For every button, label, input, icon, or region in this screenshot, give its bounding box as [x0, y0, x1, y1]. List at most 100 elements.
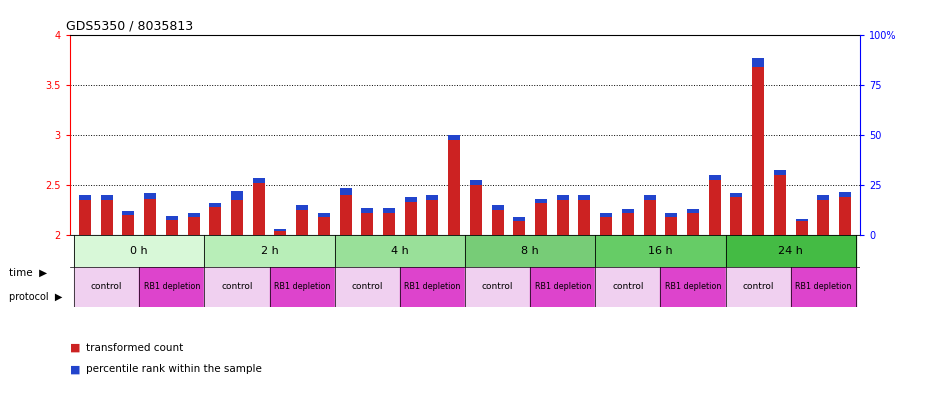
Bar	[687, 213, 699, 235]
Bar	[774, 175, 786, 235]
Text: RB1 depletion: RB1 depletion	[405, 282, 460, 291]
Bar	[578, 195, 591, 200]
Text: RB1 depletion: RB1 depletion	[274, 282, 330, 291]
Bar	[470, 180, 482, 185]
Text: control: control	[91, 282, 123, 291]
Bar	[144, 193, 156, 199]
Bar	[231, 191, 243, 200]
Bar	[725, 235, 856, 266]
Text: ■: ■	[70, 343, 80, 353]
Bar	[335, 266, 400, 307]
Text: 4 h: 4 h	[391, 246, 408, 256]
Bar	[383, 208, 395, 213]
Bar	[448, 140, 460, 235]
Bar	[274, 231, 286, 235]
Bar	[665, 213, 677, 217]
Text: protocol  ▶: protocol ▶	[9, 292, 62, 302]
Text: RB1 depletion: RB1 depletion	[665, 282, 722, 291]
Bar	[339, 188, 352, 195]
Bar	[660, 266, 725, 307]
Text: GDS5350 / 8035813: GDS5350 / 8035813	[66, 20, 193, 33]
Bar	[774, 170, 786, 175]
Text: percentile rank within the sample: percentile rank within the sample	[86, 364, 262, 375]
Text: control: control	[482, 282, 513, 291]
Text: 16 h: 16 h	[648, 246, 672, 256]
Bar	[74, 235, 205, 266]
Bar	[535, 203, 547, 235]
Bar	[335, 235, 465, 266]
Text: transformed count: transformed count	[86, 343, 184, 353]
Bar	[296, 205, 308, 210]
Bar	[665, 217, 677, 235]
Bar	[231, 200, 243, 235]
Bar	[253, 178, 265, 183]
Bar	[492, 205, 503, 210]
Bar	[817, 195, 830, 200]
Bar	[79, 195, 91, 200]
Bar	[752, 58, 764, 67]
Bar	[600, 213, 612, 217]
Bar	[205, 235, 335, 266]
Bar	[470, 185, 482, 235]
Bar	[427, 200, 438, 235]
Bar	[209, 207, 221, 235]
Bar	[405, 202, 417, 235]
Bar	[644, 195, 656, 200]
Bar	[100, 200, 113, 235]
Bar	[448, 135, 460, 140]
Bar	[752, 67, 764, 235]
Bar	[188, 213, 200, 217]
Bar	[144, 199, 156, 235]
Bar	[535, 199, 547, 203]
Bar	[318, 213, 330, 217]
Text: 2 h: 2 h	[260, 246, 278, 256]
Bar	[709, 180, 721, 235]
Bar	[600, 217, 612, 235]
Bar	[318, 217, 330, 235]
Text: 8 h: 8 h	[522, 246, 539, 256]
Bar	[790, 266, 856, 307]
Bar	[725, 266, 790, 307]
Bar	[100, 195, 113, 200]
Bar	[79, 200, 91, 235]
Bar	[492, 210, 503, 235]
Text: RB1 depletion: RB1 depletion	[143, 282, 200, 291]
Bar	[709, 175, 721, 180]
Bar	[123, 211, 134, 215]
Text: RB1 depletion: RB1 depletion	[535, 282, 591, 291]
Bar	[405, 197, 417, 202]
Bar	[817, 200, 830, 235]
Text: 0 h: 0 h	[130, 246, 148, 256]
Bar	[166, 216, 178, 220]
Bar	[839, 192, 851, 197]
Text: ■: ■	[70, 364, 80, 375]
Bar	[644, 200, 656, 235]
Bar	[578, 200, 591, 235]
Bar	[253, 183, 265, 235]
Bar	[123, 215, 134, 235]
Bar	[730, 193, 742, 197]
Bar	[140, 266, 205, 307]
Bar	[513, 221, 525, 235]
Text: control: control	[612, 282, 644, 291]
Bar	[270, 266, 335, 307]
Bar	[796, 219, 807, 221]
Bar	[513, 217, 525, 221]
Text: RB1 depletion: RB1 depletion	[795, 282, 852, 291]
Bar	[557, 195, 569, 200]
Bar	[339, 195, 352, 235]
Bar	[839, 197, 851, 235]
Bar	[530, 266, 595, 307]
Bar	[427, 195, 438, 200]
Bar	[687, 209, 699, 213]
Text: 24 h: 24 h	[778, 246, 804, 256]
Bar	[465, 266, 530, 307]
Bar	[622, 213, 634, 235]
Bar	[557, 200, 569, 235]
Text: control: control	[221, 282, 253, 291]
Bar	[622, 209, 634, 213]
Bar	[205, 266, 270, 307]
Bar	[188, 217, 200, 235]
Bar	[730, 197, 742, 235]
Bar	[209, 203, 221, 207]
